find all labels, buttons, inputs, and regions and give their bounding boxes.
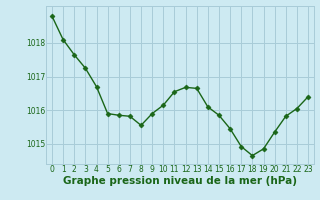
X-axis label: Graphe pression niveau de la mer (hPa): Graphe pression niveau de la mer (hPa) [63, 176, 297, 186]
